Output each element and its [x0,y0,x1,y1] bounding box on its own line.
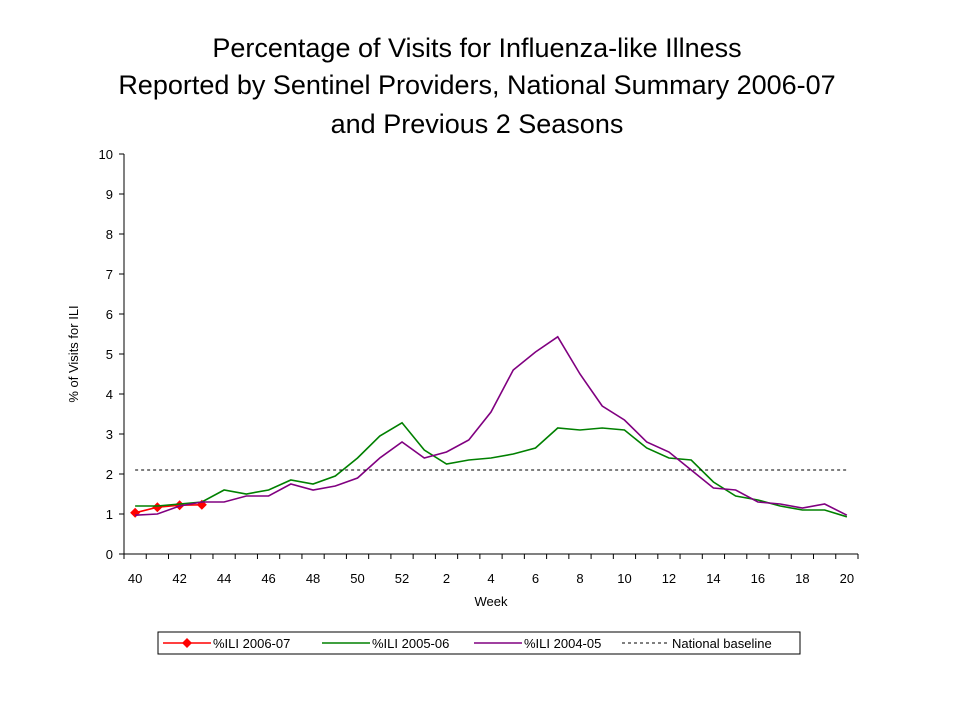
y-tick-label: 4 [106,387,113,402]
x-tick-label: 46 [261,571,275,586]
legend-label: National baseline [672,636,772,651]
x-tick-label: 8 [576,571,583,586]
series-marker [152,502,163,513]
x-tick-label: 40 [128,571,142,586]
x-tick-label: 12 [662,571,676,586]
series-marker [130,507,141,518]
chart-title: Percentage of Visits for Influenza-like … [212,33,741,63]
x-tick-label: 18 [795,571,809,586]
chart-title: and Previous 2 Seasons [331,109,624,139]
y-axis-label: % of Visits for ILI [66,305,81,402]
x-tick-label: 42 [172,571,186,586]
x-tick-label: 2 [443,571,450,586]
x-tick-label: 50 [350,571,364,586]
x-tick-label: 44 [217,571,231,586]
x-tick-label: 4 [487,571,494,586]
x-tick-label: 48 [306,571,320,586]
x-tick-label: 10 [617,571,631,586]
series-line [134,504,202,514]
y-tick-label: 0 [106,547,113,562]
y-tick-label: 2 [106,467,113,482]
series-line [135,421,848,518]
legend-label: %ILI 2006-07 [213,636,290,651]
y-tick-label: 3 [106,427,113,442]
y-tick-label: 7 [106,267,113,282]
x-tick-label: 20 [840,571,854,586]
y-tick-label: 6 [106,307,113,322]
legend-label: %ILI 2004-05 [524,636,601,651]
chart-title: Reported by Sentinel Providers, National… [118,70,835,100]
x-tick-label: 16 [751,571,765,586]
y-tick-label: 1 [106,507,113,522]
legend-label: %ILI 2005-06 [372,636,449,651]
y-tick-label: 8 [106,227,113,242]
legend-marker [182,638,192,648]
x-tick-label: 14 [706,571,720,586]
x-tick-label: 52 [395,571,409,586]
y-tick-label: 5 [106,347,113,362]
x-tick-label: 6 [532,571,539,586]
x-axis-label: Week [475,594,508,609]
y-tick-label: 10 [99,147,113,162]
series-line [135,335,848,516]
y-tick-label: 9 [106,187,113,202]
